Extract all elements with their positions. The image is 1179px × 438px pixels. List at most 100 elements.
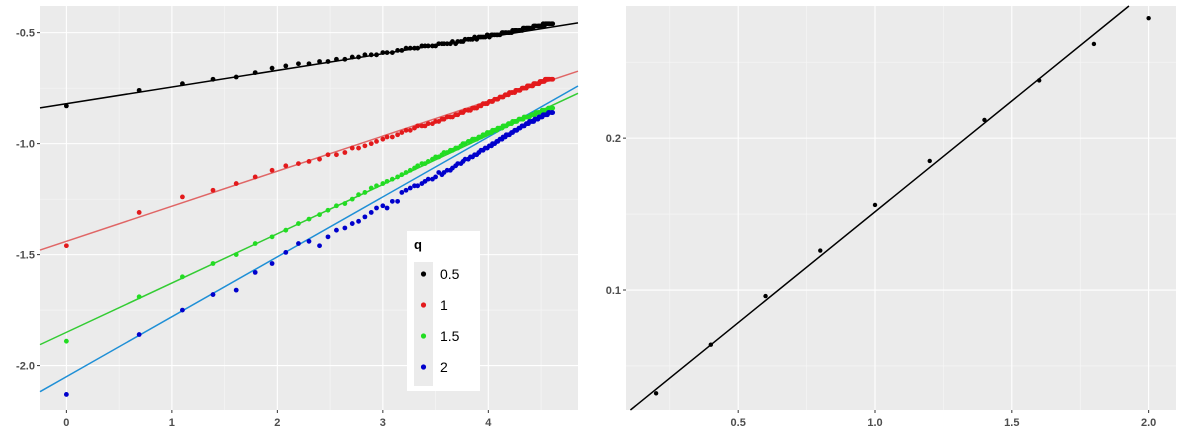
data-point [425,43,431,49]
data-point [380,181,386,186]
data-point [403,170,409,175]
fit-line [39,85,579,393]
data-point [1036,78,1042,83]
data-point [384,178,390,184]
data-point [403,127,409,133]
data-point [384,205,390,211]
right-grid-minor [626,6,1176,410]
data-point [395,132,401,138]
y-tick-label: -0.5 [16,28,35,40]
right-chart: 0.5 1.0 1.5 2.0 0.1 0.2 [606,5,1176,429]
data-point [550,105,556,111]
right-plot-panel [626,6,1176,410]
data-point [296,241,301,246]
data-point [283,227,289,233]
data-point [306,216,312,222]
y-tick-label: 0.1 [606,285,621,297]
data-point [252,241,258,246]
left-chart: 0 1 2 3 4 -2.0 -1.5 -1.0 -0.5 q 0.5 1 1.5 2 [16,6,579,429]
data-point [317,212,322,218]
data-point [334,152,339,158]
data-point [269,65,275,71]
data-point [872,202,878,208]
legend-key [420,333,427,339]
data-point [210,261,216,266]
data-point [180,307,185,313]
data-point [317,156,322,162]
data-point [233,287,239,293]
data-point [927,158,932,164]
data-point [389,134,395,140]
right-grid-major [626,6,1176,410]
data-point [296,161,301,167]
data-point [399,172,405,178]
data-point [283,163,289,169]
data-point [283,249,289,255]
y-tick-label: -1.5 [16,250,35,262]
y-tick-label: -1.0 [16,139,35,151]
data-point [389,50,395,56]
legend-items: 0.5 1 1.5 2 [420,266,460,375]
legend-title: q [414,237,422,252]
data-point [407,167,413,173]
data-point [306,238,312,244]
data-point [389,176,395,182]
data-point [296,61,301,67]
data-point [349,54,355,60]
legend-label: 0.5 [440,266,460,282]
data-point [374,52,379,58]
data-point [233,74,239,80]
data-point [384,134,390,140]
data-point [306,61,312,67]
legend-label: 1.5 [440,328,460,344]
data-point [356,218,361,224]
data-point [356,145,361,151]
data-point [356,54,361,60]
data-point [415,183,421,189]
legend-label: 1 [440,297,448,313]
legend-key [420,271,427,277]
data-point [399,130,405,135]
data-point [415,123,421,129]
data-point [399,47,405,53]
data-point [982,117,987,123]
data-point [63,103,69,109]
x-tick-label: 0.5 [731,417,746,429]
data-point [384,50,390,56]
data-point [349,221,355,226]
data-point [550,21,556,27]
data-point [210,76,216,82]
data-point [269,261,275,266]
data-point [349,145,355,151]
data-point [374,139,379,144]
data-point [342,225,348,231]
data-point [136,87,142,93]
data-point [425,158,431,164]
data-point [180,81,185,87]
data-point [334,203,339,209]
left-x-axis: 0 1 2 3 4 [63,410,492,429]
data-point [1091,41,1097,47]
data-point [389,198,395,204]
data-point [374,205,379,211]
data-point [407,185,413,191]
data-point [433,174,438,180]
x-tick-label: 1 [169,417,175,429]
data-point [283,63,289,69]
data-point [395,174,401,180]
data-point [325,234,331,240]
data-point [368,210,374,215]
data-point [415,45,421,51]
data-point [252,269,258,275]
x-tick-label: 4 [485,417,492,429]
data-point [407,45,413,51]
data-point [317,243,322,249]
data-point [653,391,659,396]
left-grid-major [40,6,578,410]
data-point [180,274,185,280]
x-tick-label: 2 [274,417,280,429]
y-tick-label: -2.0 [16,361,35,373]
x-tick-label: 0 [63,417,69,429]
data-point [403,45,409,51]
data-point [399,190,405,195]
